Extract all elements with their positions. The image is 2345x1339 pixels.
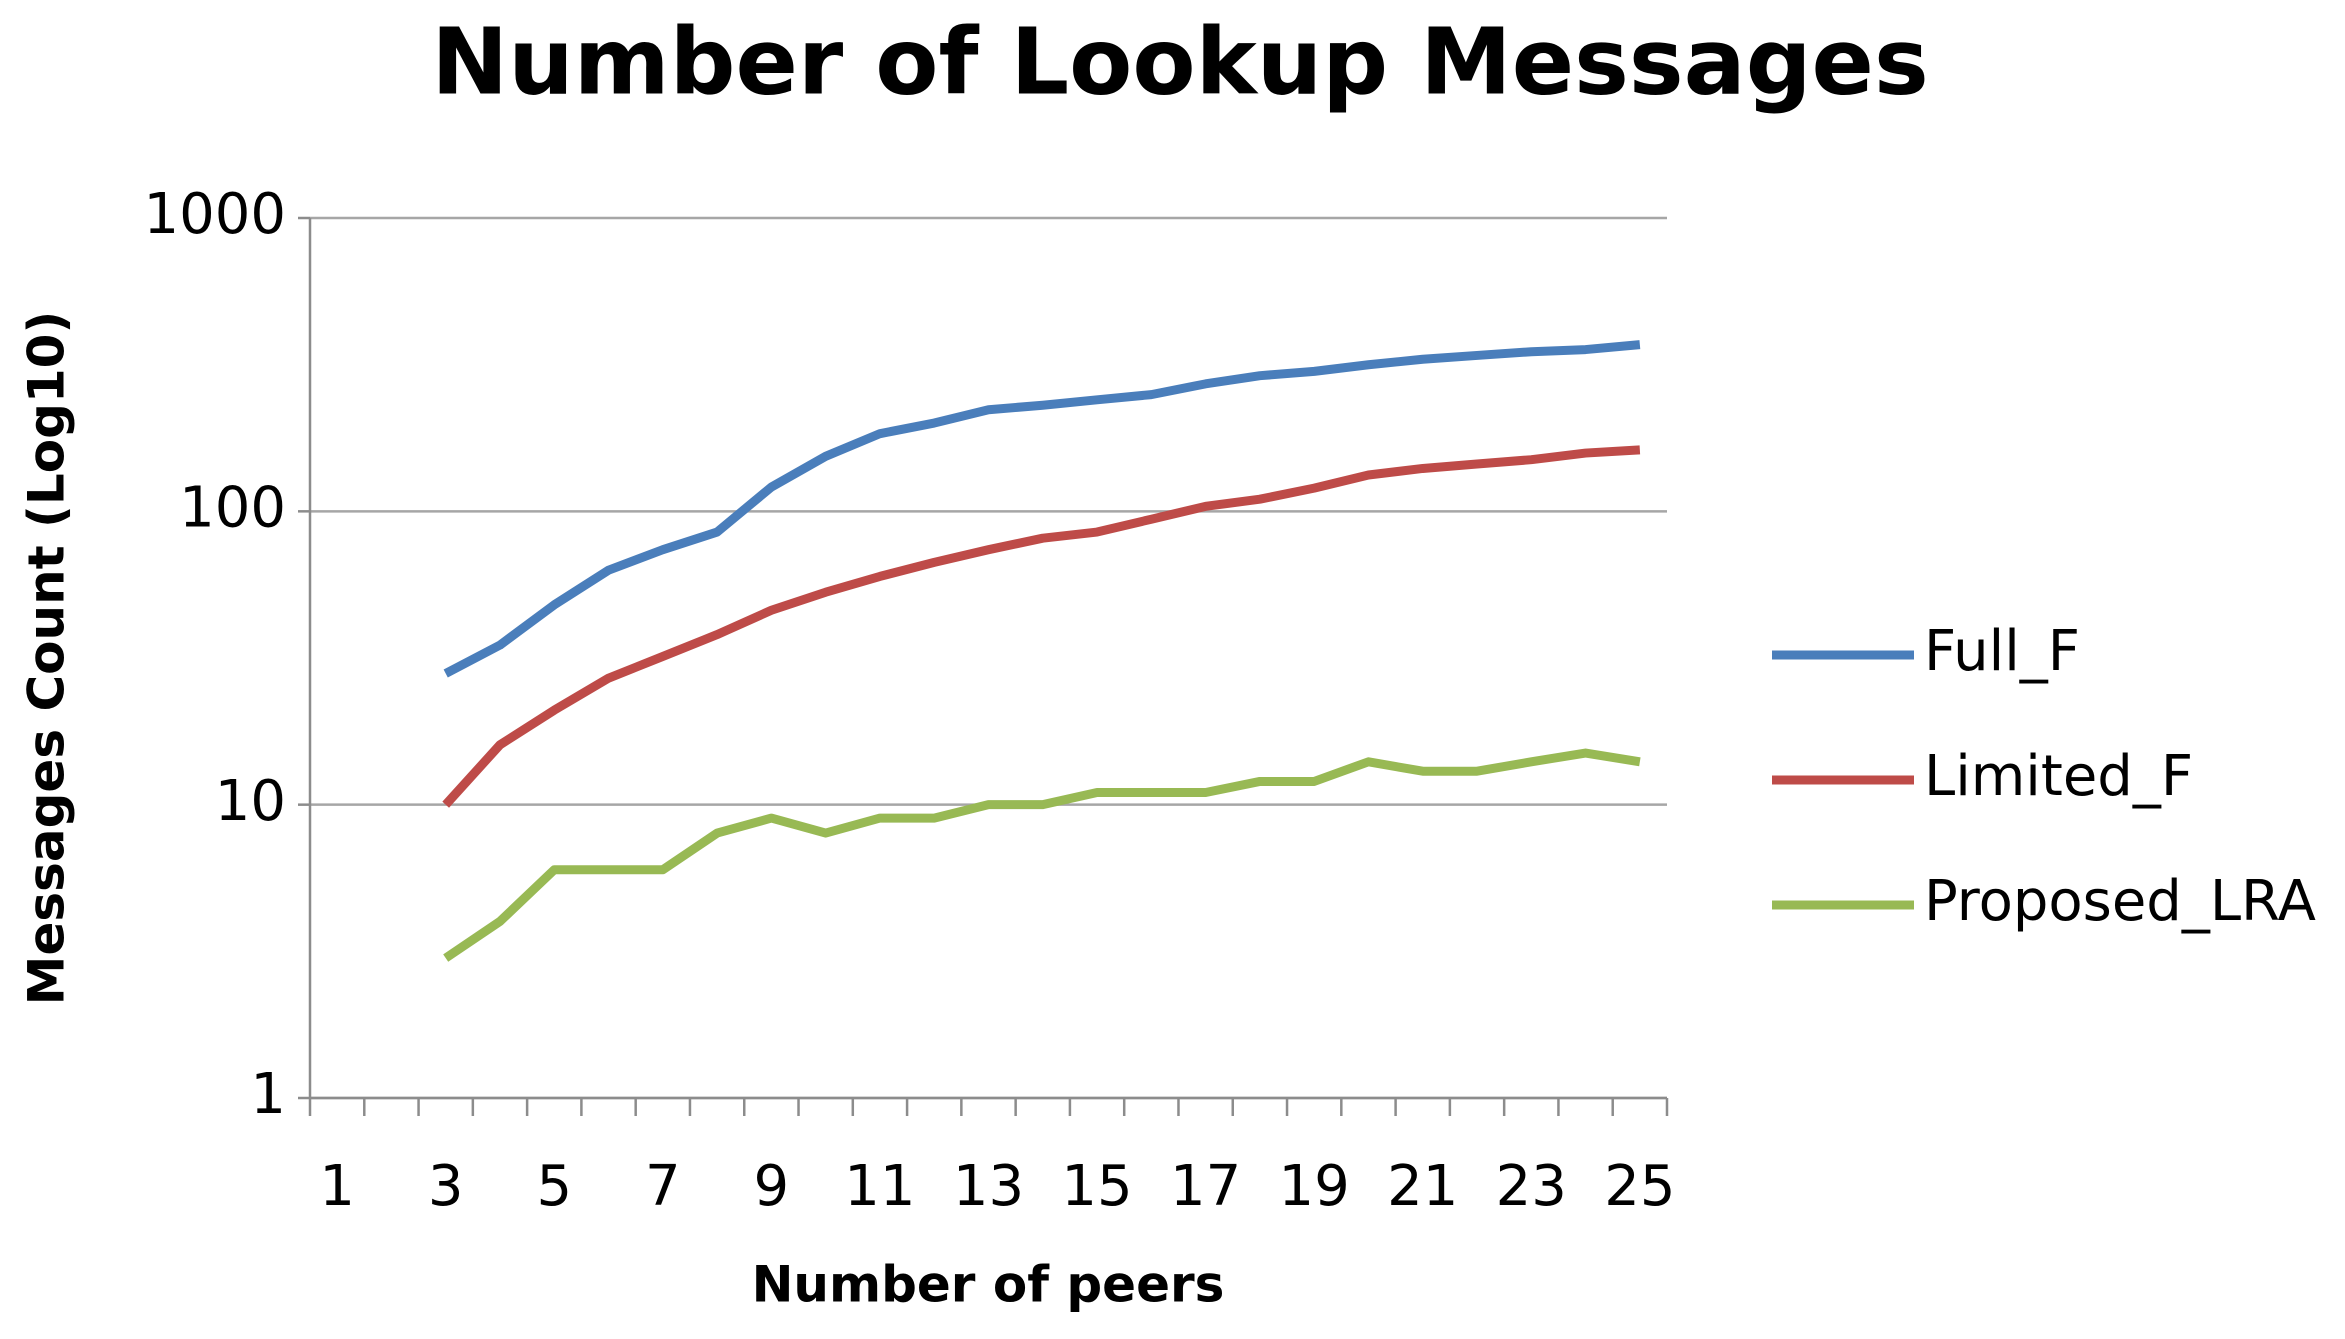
chart-title: Number of Lookup Messages (431, 8, 1928, 115)
series-line (442, 445, 1641, 808)
x-tick-label: 15 (1061, 1154, 1132, 1219)
x-tick-label: 11 (844, 1154, 915, 1219)
x-axis-title: Number of peers (752, 1256, 1225, 1314)
x-tick-label: 17 (1170, 1154, 1241, 1219)
y-tick-label: 100 (179, 475, 286, 540)
legend-label: Limited_F (1924, 744, 2193, 809)
x-tick-label: 9 (754, 1154, 790, 1219)
legend-label: Proposed_LRA (1924, 869, 2316, 934)
x-tick-label: 5 (536, 1154, 572, 1219)
series-line (443, 340, 1641, 678)
y-axis-title: Messages Count (Log10) (18, 311, 76, 1006)
x-tick-label: 21 (1387, 1154, 1458, 1219)
y-tick-label: 10 (215, 769, 286, 834)
x-tick-label: 1 (319, 1154, 355, 1219)
series-line (443, 748, 1641, 962)
y-tick-label: 1 (250, 1062, 286, 1127)
x-tick-label: 7 (645, 1154, 681, 1219)
x-tick-label: 3 (428, 1154, 464, 1219)
x-tick-label: 13 (953, 1154, 1024, 1219)
x-tick-label: 23 (1496, 1154, 1567, 1219)
y-tick-label: 1000 (143, 182, 286, 247)
x-tick-label: 19 (1279, 1154, 1350, 1219)
legend-label: Full_F (1924, 619, 2080, 684)
x-tick-label: 25 (1604, 1154, 1675, 1219)
